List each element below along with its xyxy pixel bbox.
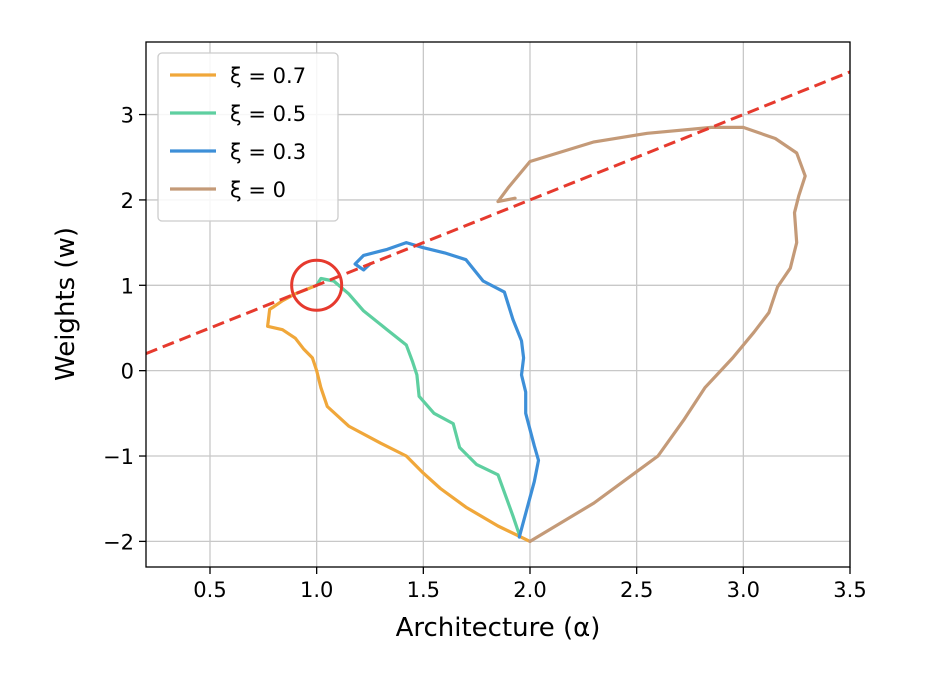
series-line-1	[315, 276, 521, 537]
series-line-0	[266, 283, 532, 543]
legend-label-2: ξ = 0.3	[230, 140, 306, 164]
overlay-layer	[146, 70, 850, 355]
legend: ξ = 0.7 ξ = 0.5 ξ = 0.3 ξ = 0	[157, 52, 339, 222]
legend-label-3: ξ = 0	[230, 178, 286, 202]
x-axis-label: Architecture (α)	[396, 613, 601, 643]
x-tick-label: 0.5	[193, 578, 226, 602]
y-tick-label: 2	[121, 189, 134, 213]
series-line-3	[496, 125, 807, 543]
y-axis-label: Weights (w)	[51, 227, 81, 381]
x-tick-label: 3.0	[727, 578, 760, 602]
x-tick-label: 3.5	[833, 578, 866, 602]
legend-box	[157, 52, 339, 222]
legend-label-0: ξ = 0.7	[230, 64, 306, 88]
ticks: 0.5 1.0 1.5 2.0 2.5 3.0 3.5 −2 −1 0 1 2 3	[103, 104, 867, 602]
x-tick-label: 1.0	[300, 578, 333, 602]
series-line-2	[353, 241, 541, 539]
y-tick-label: 3	[121, 104, 134, 128]
plot-frame	[145, 41, 851, 568]
y-tick-label: 1	[121, 274, 134, 298]
highlight-circle	[290, 258, 344, 312]
series-layer	[266, 125, 807, 543]
reference-line	[146, 70, 850, 355]
x-tick-label: 2.0	[513, 578, 546, 602]
y-tick-label: −2	[103, 530, 134, 554]
y-tick-label: 0	[121, 360, 134, 384]
x-tick-label: 2.5	[620, 578, 653, 602]
legend-label-1: ξ = 0.5	[230, 102, 306, 126]
y-tick-label: −1	[103, 445, 134, 469]
x-tick-label: 1.5	[407, 578, 440, 602]
